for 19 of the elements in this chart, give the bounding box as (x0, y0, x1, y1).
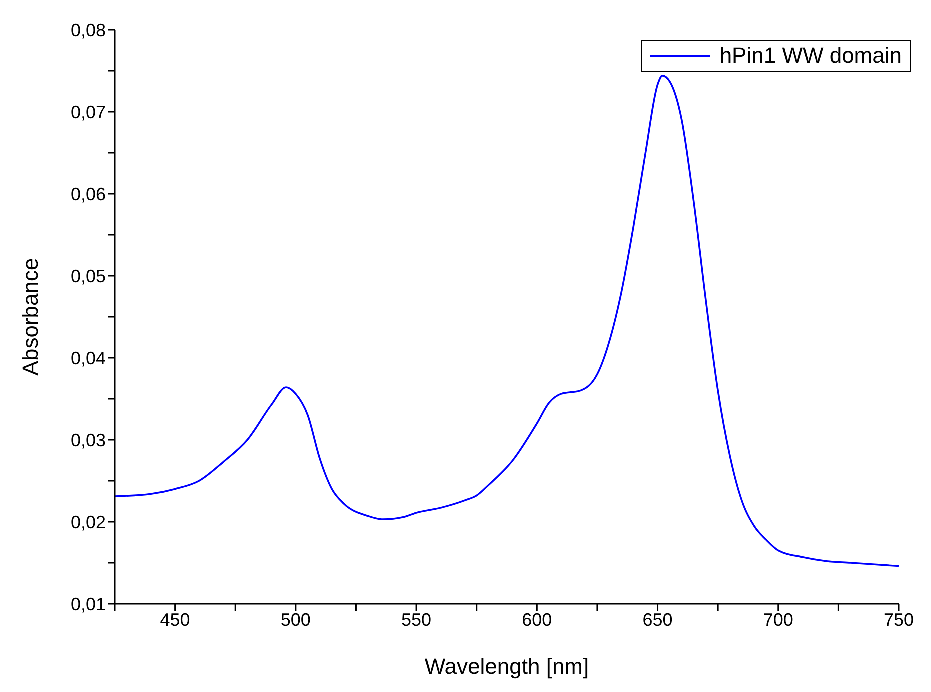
x-tick-label: 550 (402, 610, 432, 630)
y-tick-label: 0,02 (70, 512, 106, 532)
y-tick-label: 0,04 (70, 348, 106, 368)
x-axis-title: Wavelength [nm] (424, 654, 590, 679)
x-tick-label: 600 (522, 610, 552, 630)
x-tick-label: 500 (280, 610, 311, 630)
legend-label: hPin1 WW domain (720, 43, 902, 69)
y-tick-label: 0,05 (70, 266, 106, 286)
line-series (115, 75, 899, 568)
y-tick-label: 0,03 (70, 430, 106, 450)
x-tick-label: 450 (160, 610, 190, 630)
y-tick-label: 0,06 (70, 184, 106, 204)
x-tick-label: 700 (763, 610, 794, 630)
x-tick-label: 750 (884, 610, 914, 630)
y-tick-label: 0,07 (70, 102, 106, 122)
x-tick-label: 650 (642, 610, 673, 630)
y-tick-label: 0,08 (70, 20, 106, 40)
y-axis-title: Absorbance (18, 258, 43, 376)
y-tick-label: 0,01 (70, 594, 106, 614)
